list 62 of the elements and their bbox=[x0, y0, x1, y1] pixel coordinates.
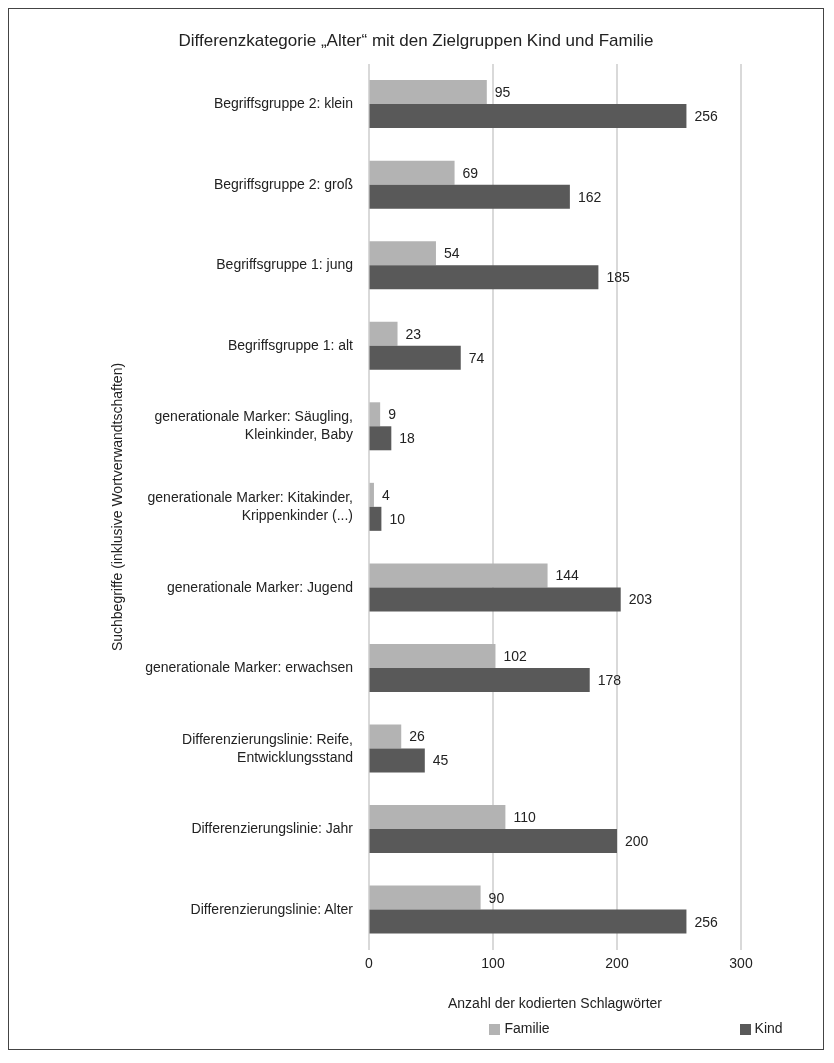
y-tick-label: generationale Marker: Jugend bbox=[166, 578, 353, 595]
bar bbox=[369, 643, 496, 668]
bar bbox=[369, 104, 687, 129]
data-label: 18 bbox=[399, 430, 416, 447]
data-label: 178 bbox=[597, 671, 622, 688]
data-label: 144 bbox=[555, 567, 580, 584]
bar bbox=[369, 885, 481, 910]
data-label: 26 bbox=[409, 728, 426, 745]
bar bbox=[369, 667, 590, 692]
data-label: 9 bbox=[388, 406, 397, 423]
bar bbox=[369, 724, 402, 749]
bar bbox=[369, 160, 455, 185]
bar bbox=[369, 265, 599, 290]
y-tick-label: generationale Marker: Kitakinder, Krippenkinder (...) bbox=[147, 488, 353, 523]
data-label: 110 bbox=[513, 808, 536, 825]
bar bbox=[369, 321, 398, 346]
y-tick-label: generationale Marker: erwachsen bbox=[145, 658, 353, 675]
chart-title: Differenzkategorie „Alter“ mit den Zielgruppen Kind und Familie bbox=[177, 31, 655, 51]
data-label: 102 bbox=[503, 647, 528, 664]
bar bbox=[369, 748, 425, 773]
data-label: 95 bbox=[494, 84, 511, 101]
bar bbox=[369, 909, 687, 934]
data-label: 69 bbox=[462, 164, 479, 181]
x-tick-label: 0 bbox=[365, 954, 374, 971]
y-axis-title: Suchbegriffe (inklusive Wortverwandtschaften) bbox=[108, 362, 125, 652]
bar bbox=[369, 184, 570, 209]
bar bbox=[369, 563, 548, 588]
data-label: 162 bbox=[577, 188, 602, 205]
bar bbox=[369, 345, 461, 370]
y-tick-label: Begriffsgruppe 2: klein bbox=[213, 94, 353, 111]
x-tick-label: 200 bbox=[605, 954, 629, 971]
legend-label: Kind bbox=[754, 1020, 783, 1036]
bar bbox=[369, 402, 381, 427]
data-label: 256 bbox=[694, 913, 719, 930]
bar bbox=[369, 80, 487, 105]
data-label: 185 bbox=[606, 269, 630, 286]
y-tick-label: Differenzierungslinie: Jahr bbox=[191, 819, 354, 836]
data-label: 74 bbox=[468, 349, 485, 366]
y-tick-label: Differenzierungslinie: Reife, Entwicklungsstand bbox=[182, 730, 353, 765]
bar bbox=[369, 829, 617, 854]
data-label: 45 bbox=[432, 752, 449, 769]
x-tick-label: 300 bbox=[729, 954, 753, 971]
x-axis-title: Anzahl der kodierten Schlagwörter bbox=[447, 995, 663, 1011]
bar bbox=[369, 805, 506, 830]
bar bbox=[369, 426, 392, 451]
bar bbox=[369, 241, 436, 266]
y-tick-label: Begriffsgruppe 1: jung bbox=[216, 256, 353, 273]
y-tick-label: Begriffsgruppe 2: groß bbox=[213, 175, 353, 192]
data-label: 90 bbox=[488, 889, 505, 906]
data-label: 203 bbox=[628, 591, 653, 608]
data-label: 54 bbox=[443, 245, 460, 262]
bar bbox=[369, 587, 621, 612]
x-tick-label: 100 bbox=[481, 954, 505, 971]
data-label: 256 bbox=[694, 108, 719, 125]
y-tick-label: Differenzierungslinie: Alter bbox=[190, 900, 354, 917]
y-tick-label: generationale Marker: Säugling, Kleinkinder, Baby bbox=[154, 408, 353, 443]
data-label: 10 bbox=[389, 510, 406, 527]
data-label: 200 bbox=[625, 832, 649, 849]
data-label: 23 bbox=[405, 325, 422, 342]
legend-label: Familie bbox=[504, 1020, 550, 1036]
data-label: 4 bbox=[381, 486, 390, 503]
y-tick-label: Begriffsgruppe 1: alt bbox=[227, 336, 354, 353]
